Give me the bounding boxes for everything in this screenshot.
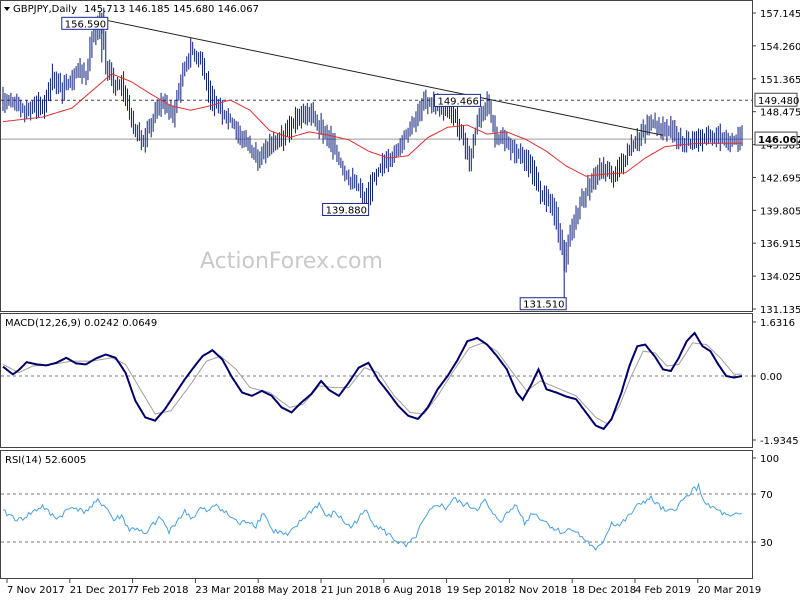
rsi-y-tick-label: 70	[760, 490, 773, 501]
x-tick-label: 6 Aug 2018	[384, 585, 442, 596]
price-label: 131.510	[523, 300, 564, 311]
moving-average-line	[2, 73, 742, 177]
price-y-tick-label: 151.365	[760, 75, 800, 86]
price-y-tick-label: 154.260	[760, 42, 800, 53]
price-panel: 157.145 154.260 151.365 148.475 145.585 142.6…	[1, 4, 800, 316]
ohlc-readout: 145.713 146.185 145.680 146.067	[84, 4, 259, 15]
macd-y-tick-label: 1.6316	[760, 318, 795, 329]
trend-line	[101, 18, 664, 136]
rsi-y-tick-label: 30	[760, 538, 773, 549]
price-label-box	[519, 297, 567, 311]
macd-title: MACD(12,26,9) 0.0242 0.0649	[5, 318, 157, 329]
rsi-y-tick-label: 100	[760, 454, 779, 465]
price-y-tick-label: 139.805	[760, 206, 800, 217]
x-tick-label: 2 Nov 2018	[509, 585, 567, 596]
level-axis-label: 149.480	[758, 96, 799, 107]
x-tick-label: 18 Dec 2018	[572, 585, 636, 596]
price-y-tick-label: 142.695	[760, 173, 800, 184]
price-y-tick-label: 136.915	[760, 239, 800, 250]
current-price-axis-label: 146.067	[758, 135, 800, 146]
x-tick-label: 21 Dec 2017	[70, 585, 134, 596]
macd-y-tick-label: 0.00	[760, 372, 782, 383]
macd-line	[2, 331, 743, 431]
current-price-axis-box	[754, 131, 798, 146]
price-label-box	[433, 93, 481, 107]
price-label: 156.590	[65, 19, 106, 30]
level-axis-box	[754, 92, 798, 107]
macd-panel-frame	[0, 313, 753, 448]
price-y-tick-label: 145.585	[760, 141, 800, 152]
price-y-tick-label: 148.475	[760, 108, 800, 119]
x-tick-label: 7 Nov 2017	[7, 585, 65, 596]
price-y-tick-label: 134.025	[760, 272, 800, 283]
rsi-panel-frame	[0, 450, 753, 579]
price-y-tick-label: 131.135	[760, 305, 800, 316]
rsi-line	[2, 482, 743, 551]
x-tick-label: 21 Jun 2018	[321, 585, 381, 596]
price-chart-title: GBPJPY,Daily	[13, 4, 77, 15]
ohlc-bars	[2, 7, 743, 305]
macd-panel: 1.6316 0.00 -1.9345 MACD(12,26,9) 0.0242 0.…	[1, 318, 799, 447]
x-tick-label: 19 Sep 2018	[447, 585, 510, 596]
x-tick-label: 23 Mar 2018	[195, 585, 258, 596]
x-tick-label: 7 Feb 2018	[133, 585, 189, 596]
watermark: ActionForex.com	[200, 249, 383, 274]
x-tick-label: 20 Mar 2019	[698, 585, 761, 596]
x-tick-label: 4 Feb 2019	[635, 585, 691, 596]
chevron-down-icon	[4, 7, 10, 11]
x-tick-label: 8 May 2018	[258, 585, 317, 596]
price-label: 139.880	[326, 205, 367, 216]
price-label-box	[61, 16, 109, 30]
price-y-tick-label: 157.145	[760, 9, 800, 20]
price-label: 149.466	[437, 96, 478, 107]
macd-y-tick-label: -1.9345	[760, 436, 799, 447]
rsi-panel: 100 70 30 RSI(14) 52.6005	[1, 454, 779, 551]
price-label-box	[322, 202, 370, 216]
rsi-title: RSI(14) 52.6005	[5, 455, 86, 466]
